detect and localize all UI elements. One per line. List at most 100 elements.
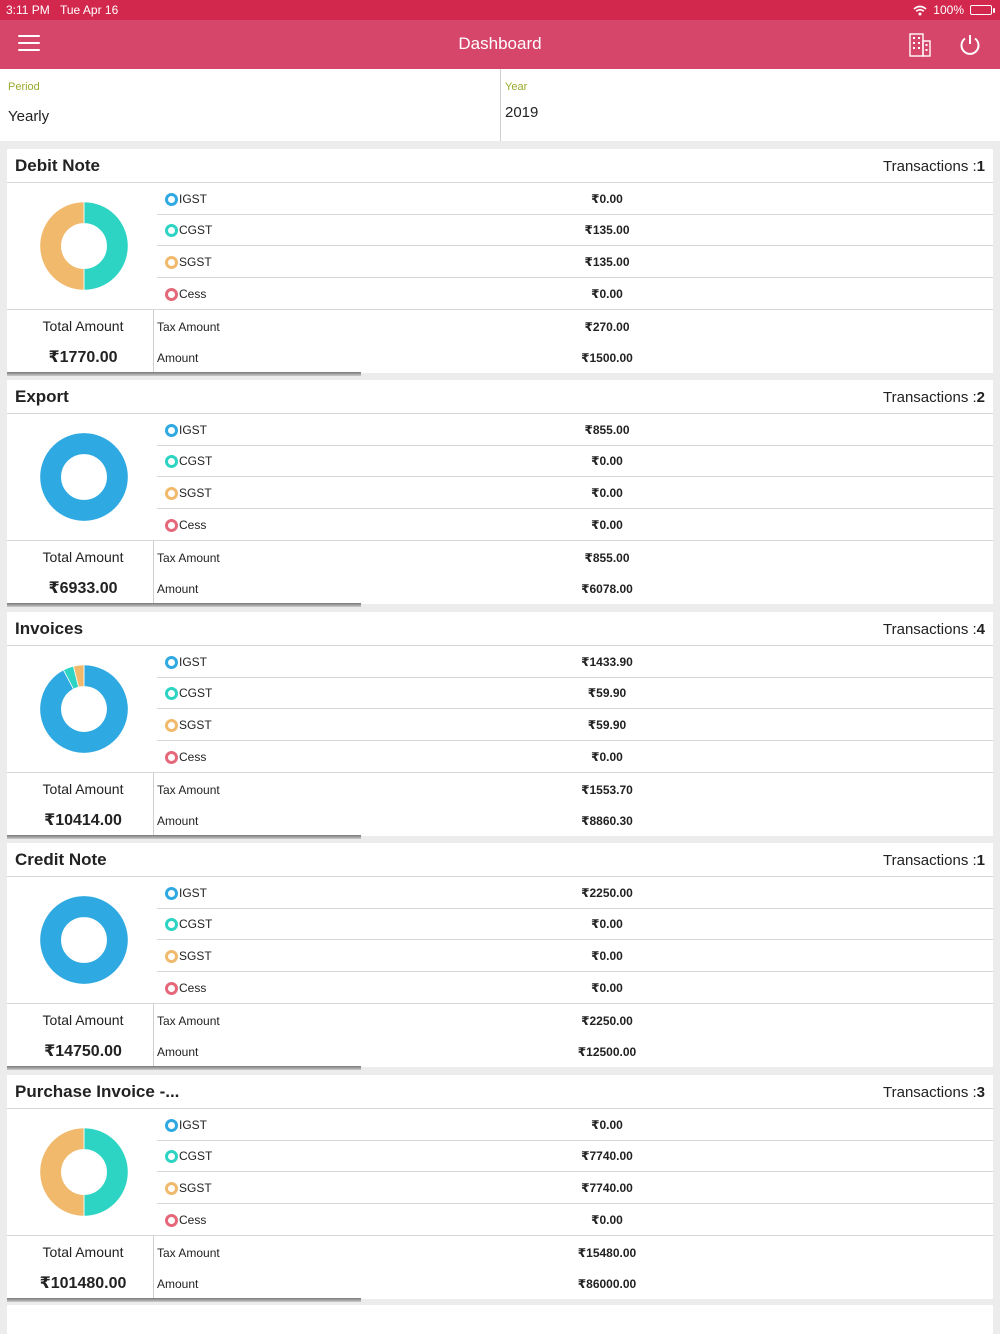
total-amount-label: Total Amount: [42, 549, 124, 565]
amount-label: Amount: [157, 582, 199, 596]
tax-row-igst: IGST ₹1433.90: [157, 646, 993, 678]
tax-value: ₹59.90: [587, 686, 627, 700]
year-selector[interactable]: Year 2019: [500, 69, 1000, 141]
divider: [153, 541, 154, 604]
tax-value: ₹0.00: [591, 454, 623, 468]
transactions-label: Transactions :: [883, 389, 977, 406]
legend-dot-icon: [165, 918, 178, 931]
summary-card[interactable]: Export Transactions :2 IGST ₹855.00 CGST…: [7, 380, 993, 607]
tax-value: ₹0.00: [591, 949, 623, 963]
summary-card[interactable]: Purchase Invoice -... Transactions :3 IG…: [7, 1075, 993, 1302]
tax-name: Cess: [179, 518, 207, 532]
tax-row-igst: IGST ₹0.00: [157, 183, 993, 215]
card-totals: Total Amount ₹1770.00 Tax Amount ₹270.00…: [7, 309, 993, 373]
year-value: 2019: [505, 104, 539, 121]
tax-row-cgst: CGST ₹135.00: [157, 214, 993, 246]
tax-name: IGST: [179, 886, 208, 900]
amount-label: Amount: [157, 814, 199, 828]
power-icon[interactable]: [958, 33, 982, 57]
legend-dot-icon: [165, 950, 178, 963]
card-shadow: [7, 372, 361, 376]
tax-row-igst: IGST ₹0.00: [157, 1109, 993, 1141]
tax-name: IGST: [179, 423, 208, 437]
tax-row-sgst: SGST ₹59.90: [157, 709, 993, 741]
tax-row-cess: Cess ₹0.00: [157, 1204, 993, 1236]
status-bar: 3:11 PM Tue Apr 16 100%: [0, 0, 1000, 20]
tax-row-cgst: CGST ₹7740.00: [157, 1140, 993, 1172]
tax-value: ₹135.00: [584, 255, 630, 269]
card-totals: Total Amount ₹10414.00 Tax Amount ₹1553.…: [7, 772, 993, 836]
status-right: 100%: [913, 3, 995, 17]
tax-value: ₹2250.00: [581, 886, 633, 900]
transactions-count: Transactions :4: [883, 621, 985, 638]
donut-slice-cgst: [83, 201, 129, 291]
tax-amount-value: ₹1553.70: [581, 783, 633, 797]
tax-value: ₹0.00: [591, 981, 623, 995]
card-title: Debit Note: [15, 156, 100, 175]
summary-card[interactable]: Credit Note Transactions :1 IGST ₹2250.0…: [7, 843, 993, 1070]
tax-value: ₹0.00: [591, 192, 623, 206]
tax-value: ₹7740.00: [581, 1149, 633, 1163]
tax-amount-value: ₹2250.00: [581, 1014, 633, 1028]
transactions-value: 2: [976, 389, 985, 406]
transactions-label: Transactions :: [883, 158, 977, 175]
tax-amount-value: ₹15480.00: [577, 1246, 637, 1260]
donut-chart: [39, 664, 129, 754]
amount-value: ₹1500.00: [581, 351, 633, 365]
tax-value: ₹0.00: [591, 287, 623, 301]
donut-slice-igst: [39, 664, 129, 754]
tax-row-sgst: SGST ₹135.00: [157, 246, 993, 278]
card-shadow: [7, 1298, 361, 1302]
card-totals: Total Amount ₹6933.00 Tax Amount ₹855.00…: [7, 540, 993, 604]
donut-slice-igst: [39, 895, 129, 985]
period-label: Period: [8, 81, 40, 93]
tax-row-cess: Cess ₹0.00: [157, 741, 993, 773]
nav-bar: Dashboard: [0, 20, 1000, 69]
divider: [153, 1236, 154, 1299]
tax-row-sgst: SGST ₹0.00: [157, 477, 993, 509]
tax-value: ₹135.00: [584, 223, 630, 237]
tax-name: SGST: [179, 1181, 212, 1195]
tax-amount-value: ₹855.00: [584, 551, 630, 565]
tax-value: ₹855.00: [584, 423, 630, 437]
hamburger-icon[interactable]: [18, 35, 40, 55]
tax-name: CGST: [179, 917, 213, 931]
legend-dot-icon: [165, 1119, 178, 1132]
transactions-label: Transactions :: [883, 852, 977, 869]
legend-dot-icon: [165, 687, 178, 700]
legend-dot-icon: [165, 193, 178, 206]
legend-dot-icon: [165, 719, 178, 732]
tax-row-cgst: CGST ₹59.90: [157, 677, 993, 709]
donut-slice-igst: [39, 432, 129, 522]
card-title: Credit Note: [15, 850, 107, 869]
amount-label: Amount: [157, 351, 199, 365]
tax-value: ₹7740.00: [581, 1181, 633, 1195]
legend-dot-icon: [165, 1150, 178, 1163]
legend-dot-icon: [165, 424, 178, 437]
tax-name: IGST: [179, 655, 208, 669]
tax-row-sgst: SGST ₹0.00: [157, 940, 993, 972]
card-header: Invoices Transactions :4: [7, 612, 993, 646]
tax-amount-label: Tax Amount: [157, 1246, 220, 1260]
total-amount-value: ₹101480.00: [39, 1275, 127, 1292]
building-icon[interactable]: [908, 32, 932, 58]
transactions-count: Transactions :3: [883, 1084, 985, 1101]
summary-card[interactable]: Invoices Transactions :4 IGST ₹1433.90 C…: [7, 612, 993, 839]
page-title: Dashboard: [458, 34, 542, 53]
divider: [153, 310, 154, 373]
card-title: Purchase Invoice -...: [15, 1082, 180, 1101]
transactions-value: 3: [976, 1084, 985, 1101]
period-selector[interactable]: Period Yearly: [0, 69, 499, 141]
legend-dot-icon: [165, 656, 178, 669]
tax-row-igst: IGST ₹855.00: [157, 414, 993, 446]
tax-name: CGST: [179, 223, 213, 237]
tax-row-cess: Cess ₹0.00: [157, 278, 993, 310]
card-shadow: [7, 835, 361, 839]
tax-value: ₹0.00: [591, 518, 623, 532]
amount-value: ₹8860.30: [581, 814, 633, 828]
card-title: Invoices: [15, 619, 84, 638]
filter-bar: Period Yearly Year 2019: [0, 69, 1000, 141]
tax-name: Cess: [179, 287, 207, 301]
donut-slice-cgst: [83, 1127, 129, 1217]
summary-card[interactable]: Debit Note Transactions :1 IGST ₹0.00 CG…: [7, 149, 993, 376]
